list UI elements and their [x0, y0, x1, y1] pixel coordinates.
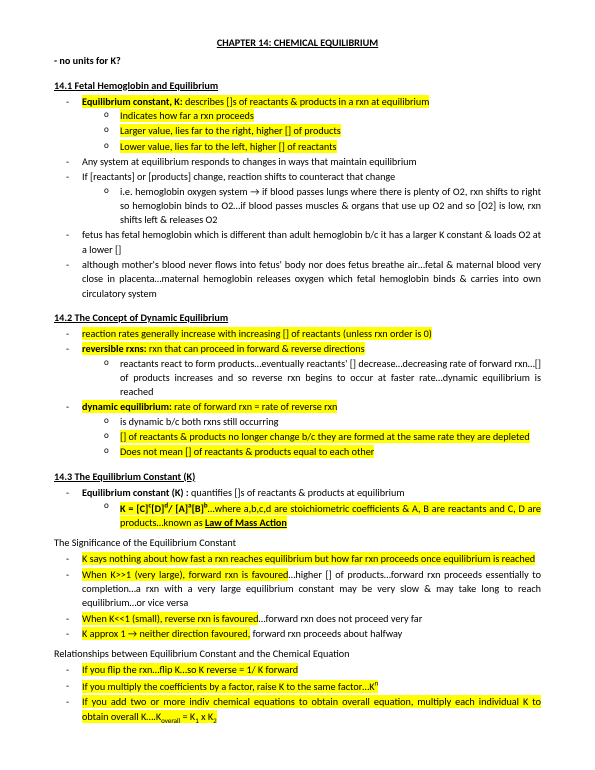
term-def: describes []s of reactants & products in… — [183, 95, 430, 108]
text: If you multiply the coefficients by a fa… — [82, 680, 378, 693]
list-item: Equilibrium constant (K) : quantifies []… — [72, 486, 541, 530]
sub: 2 — [213, 716, 217, 725]
text: K approx 1 → neither direction favoured, — [82, 627, 250, 640]
text: Larger value, lies far to the right, hig… — [120, 124, 341, 137]
list-item: is dynamic b/c both rxns still occurring — [108, 415, 541, 429]
subheading-relationships: Relationships between Equilibrium Consta… — [54, 647, 541, 661]
list-item: When K>>1 (very large), forward rxn is f… — [72, 568, 541, 611]
list-item: i.e. hemoglobin oxygen system → if blood… — [108, 185, 541, 228]
text: forward rxn proceeds about halfway — [250, 627, 402, 640]
subheading-significance: The Significance of the Equilibrium Cons… — [54, 536, 541, 550]
sublist: reactants react to form products…eventua… — [82, 357, 541, 400]
list-item: K says nothing about how fast a rxn reac… — [72, 552, 541, 566]
list-item: If you multiply the coefficients by a fa… — [72, 679, 541, 695]
section-14-1-list: Equilibrium constant, K: describes []s o… — [54, 95, 541, 301]
text: If you add two or more indiv chemical eq… — [82, 695, 541, 722]
text: …forward rxn does not proceed very far — [258, 612, 422, 625]
text: Does not mean [] of reactants & products… — [120, 445, 374, 458]
significance-list: K says nothing about how fast a rxn reac… — [54, 552, 541, 641]
list-item: Lower value, lies far to the left, highe… — [108, 140, 541, 154]
chapter-title: CHAPTER 14: CHEMICAL EQUILIBRIUM — [54, 36, 541, 50]
text: Lower value, lies far to the left, highe… — [120, 140, 337, 153]
term: reversible rxns: — [82, 342, 147, 355]
list-item: If you flip the rxn…flip K…so K reverse … — [72, 663, 541, 677]
list-item: dynamic equilibrium: rate of forward rxn… — [72, 400, 541, 459]
text: If [reactants] or [products] change, rea… — [82, 170, 395, 183]
list-item: Does not mean [] of reactants & products… — [108, 445, 541, 459]
t: [B] — [192, 502, 204, 515]
list-item: reaction rates generally increase with i… — [72, 327, 541, 341]
list-item: When K<<1 (small), reverse rxn is favour… — [72, 612, 541, 626]
exp: n — [375, 679, 379, 688]
sublist: is dynamic b/c both rxns still occurring… — [82, 415, 541, 460]
term: Equilibrium constant, K: — [82, 95, 183, 108]
text: Indicates how far a rxn proceeds — [120, 109, 254, 122]
sublist: K = [C]c[D]d/ [A]a[B]b…where a,b,c,d are… — [82, 500, 541, 530]
term: dynamic equilibrium: — [82, 400, 172, 413]
t: = K — [180, 710, 195, 723]
list-item: If [reactants] or [products] change, rea… — [72, 170, 541, 227]
list-item: Indicates how far a rxn proceeds — [108, 109, 541, 123]
text: When K>>1 (very large), forward rxn is f… — [82, 568, 288, 581]
section-14-2-list: reaction rates generally increase with i… — [54, 327, 541, 460]
section-14-3-list: Equilibrium constant (K) : quantifies []… — [54, 486, 541, 530]
text: When K<<1 (small), reverse rxn is favour… — [82, 612, 258, 625]
sublist: Indicates how far a rxn proceeds Larger … — [82, 109, 541, 154]
law-name: Law of Mass Action — [205, 516, 287, 529]
list-item: reversible rxns: rxn that can proceed in… — [72, 342, 541, 399]
t: If you add two or more indiv chemical eq… — [82, 695, 541, 722]
sublist: i.e. hemoglobin oxygen system → if blood… — [82, 185, 541, 228]
text: If you flip the rxn…flip K…so K reverse … — [82, 663, 298, 676]
term-def: rate of forward rxn = rate of reverse rx… — [172, 400, 338, 413]
section-14-2-head: 14.2 The Concept of Dynamic Equilibrium — [54, 311, 541, 325]
list-item: K approx 1 → neither direction favoured,… — [72, 627, 541, 641]
list-item: Larger value, lies far to the right, hig… — [108, 124, 541, 138]
list-item: although mother's blood never flows into… — [72, 258, 541, 301]
term-def: rxn that can proceed in forward & revers… — [147, 342, 365, 355]
t: x K — [199, 710, 213, 723]
formula: K = [C]c[D]d/ [A]a[B]b — [120, 502, 208, 515]
t: If you multiply the coefficients by a fa… — [82, 680, 375, 693]
text: [] of reactants & products no longer cha… — [120, 430, 530, 443]
list-item: K = [C]c[D]d/ [A]a[B]b…where a,b,c,d are… — [108, 500, 541, 530]
list-item: fetus has fetal hemoglobin which is diff… — [72, 228, 541, 257]
t: [D] — [151, 502, 164, 515]
t: K = [C] — [120, 502, 148, 515]
t: / [A] — [168, 502, 188, 515]
list-item: reactants react to form products…eventua… — [108, 357, 541, 400]
text: reaction rates generally increase with i… — [82, 327, 432, 340]
text: K says nothing about how fast a rxn reac… — [82, 552, 535, 565]
section-14-1-head: 14.1 Fetal Hemoglobin and Equilibrium — [54, 79, 541, 93]
top-note: - no units for K? — [54, 54, 541, 68]
list-item: Any system at equilibrium responds to ch… — [72, 155, 541, 169]
section-14-3-head: 14.3 The Equilibrium Constant (K) — [54, 470, 541, 484]
term-def: quantifies []s of reactants & products a… — [189, 486, 405, 499]
term: Equilibrium constant (K) : — [82, 486, 189, 499]
sub: overall — [161, 716, 180, 725]
list-item: [] of reactants & products no longer cha… — [108, 430, 541, 444]
relationships-list: If you flip the rxn…flip K…so K reverse … — [54, 663, 541, 725]
list-item: Equilibrium constant, K: describes []s o… — [72, 95, 541, 154]
list-item: If you add two or more indiv chemical eq… — [72, 695, 541, 725]
